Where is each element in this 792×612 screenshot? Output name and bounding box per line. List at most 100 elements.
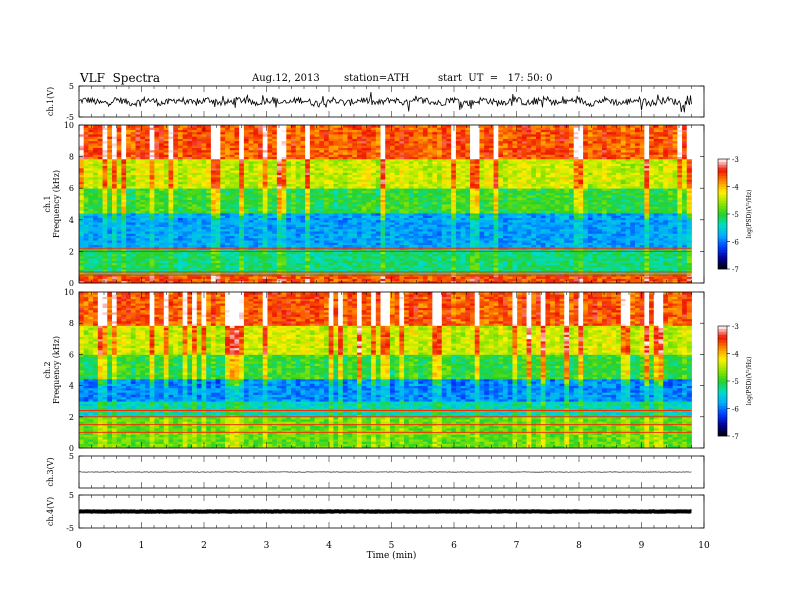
ch1-spectrogram-cell (144, 278, 151, 282)
ch1-spectrogram-cell (107, 134, 113, 137)
ch1-spectrogram-cell (116, 278, 122, 282)
ch1-spectrogram-cell (356, 213, 363, 216)
ch1-spectrogram-cell (154, 199, 160, 203)
ch1-spectrogram-cell (135, 249, 141, 252)
ch1-spectrogram-cell (173, 179, 179, 182)
ch1-spectrogram-cell (130, 131, 136, 135)
ch1-spectrogram-cell (276, 149, 282, 153)
ch1-spectrogram-cell (338, 224, 344, 227)
ch1-spectrogram-cell (300, 129, 306, 133)
ch1-spectrogram-cell (305, 185, 311, 189)
ch1-spectrogram-cell (111, 213, 118, 216)
ch1-spectrogram-cell (196, 140, 202, 144)
ch1-spectrogram-cell (248, 267, 254, 270)
ch1-spectrogram-cell (328, 262, 334, 266)
ch1-spectrogram-cell (168, 258, 174, 261)
ch1-spectrogram-cell (149, 140, 155, 144)
ch1-spectrogram-cell (93, 176, 99, 180)
ch1-spectrogram-cell (93, 183, 99, 187)
ch1-spectrogram-cell (187, 192, 193, 196)
ch1-spectrogram-cell (126, 233, 132, 236)
ch1-spectrogram-cell (309, 201, 315, 205)
ch1-spectrogram-cell (173, 149, 179, 153)
ch1-spectrogram-cell (375, 174, 381, 178)
ch1-spectrogram-cell (328, 163, 334, 167)
ch1-spectrogram-cell (291, 167, 297, 171)
ch1-spectrogram-cell (338, 140, 344, 144)
ch1-spectrogram-cell (258, 242, 264, 246)
ch1-spectrogram-cell (319, 222, 325, 225)
ch1-spectrogram-cell (126, 161, 132, 164)
ch1-spectrogram-cell (352, 158, 358, 162)
ch1-spectrogram-cell (111, 253, 118, 257)
ch1-spectrogram-cell (352, 222, 358, 225)
ch1-spectrogram-cell (126, 199, 132, 203)
ch1-spectrogram-cell (281, 228, 287, 232)
ch1-spectrogram-cell (272, 280, 278, 284)
ch1-spectrogram-cell (154, 149, 160, 153)
ch1-spectrogram-cell (116, 240, 122, 243)
ch1-spectrogram-cell (286, 188, 292, 191)
ch1-spectrogram-cell (149, 165, 155, 169)
ch1-spectrogram-cell (253, 235, 259, 239)
ch1-spectrogram-cell (234, 140, 240, 144)
ch1-spectrogram-cell (88, 276, 94, 279)
ch1-spectrogram-cell (116, 143, 122, 146)
ch1-spectrogram-cell (276, 271, 282, 275)
ch1-spectrogram-cell (338, 131, 344, 135)
ch1-spectrogram-cell (220, 228, 226, 232)
ch1-spectrogram-cell (187, 228, 193, 232)
ch1-spectrogram-cell (97, 226, 103, 230)
ch1-spectrogram-cell (215, 188, 221, 191)
ch1-spectrogram-cell (267, 233, 273, 236)
ch1-spectrogram-cell (187, 170, 193, 173)
ch1-spectrogram-cell (159, 210, 165, 214)
ch1-spectrogram-cell (319, 258, 325, 261)
ch1-spectrogram-cell (281, 165, 287, 169)
ch1-spectrogram-cell (262, 258, 268, 261)
ch1-spectrogram-cell (309, 176, 315, 180)
ch1-spectrogram-cell (234, 143, 240, 146)
ch1-spectrogram-cell (154, 255, 160, 259)
ch1-spectrogram-cell (295, 183, 301, 187)
ch1-spectrogram-cell (130, 264, 136, 268)
ch1-spectrogram-cell (225, 140, 231, 144)
ch1-spectrogram-cell (187, 149, 193, 153)
ch1-spectrogram-cell (192, 249, 198, 252)
ch1-spectrogram-cell (229, 131, 235, 135)
ch1-spectrogram-cell (356, 127, 363, 130)
ch1-spectrogram-cell (225, 271, 231, 275)
ch1-spectrogram-cell (258, 145, 264, 148)
ch1-spectrogram-cell (295, 253, 301, 257)
ch1-spectrogram-cell (135, 253, 141, 257)
ch1-spectrogram-cell (220, 188, 226, 191)
ch1-spectrogram-cell (243, 249, 250, 252)
ch1-spectrogram-cell (130, 271, 136, 275)
ch1-spectrogram-cell (300, 222, 306, 225)
ch1-spectrogram-cell (102, 158, 108, 162)
ch1-spectrogram-cell (333, 149, 339, 153)
ch1-spectrogram-cell (225, 197, 231, 200)
ch1-spectrogram-cell (173, 213, 179, 216)
ch1-spectrogram-cell (371, 176, 377, 180)
ch1-spectrogram-cell (97, 147, 103, 151)
ch1-spectrogram-cell (93, 222, 99, 225)
ch1-spectrogram-cell (210, 143, 217, 146)
ch1-spectrogram-cell (130, 226, 136, 230)
ch1-spectrogram-cell (342, 244, 348, 248)
ch1-spectrogram-cell (97, 224, 103, 227)
ch1-spectrogram-cell (338, 244, 344, 248)
ch1-spectrogram-cell (276, 183, 282, 187)
ch1-spectrogram-cell (187, 179, 193, 182)
ch1-spectrogram-cell (328, 149, 334, 153)
ch1-spectrogram-cell (201, 183, 207, 187)
ch1-spectrogram-cell (97, 237, 103, 241)
ch1-spectrogram-cell (210, 278, 217, 282)
ch1-spectrogram-cell (262, 131, 268, 135)
ch1-spectrogram-cell (83, 194, 89, 198)
ch1-spectrogram-cell (182, 161, 188, 164)
ch1-spectrogram-cell (159, 149, 165, 153)
ch1-spectrogram-cell (356, 206, 363, 209)
ch1-spectrogram-cell (97, 271, 103, 275)
ch1-spectrogram-cell (83, 140, 89, 144)
